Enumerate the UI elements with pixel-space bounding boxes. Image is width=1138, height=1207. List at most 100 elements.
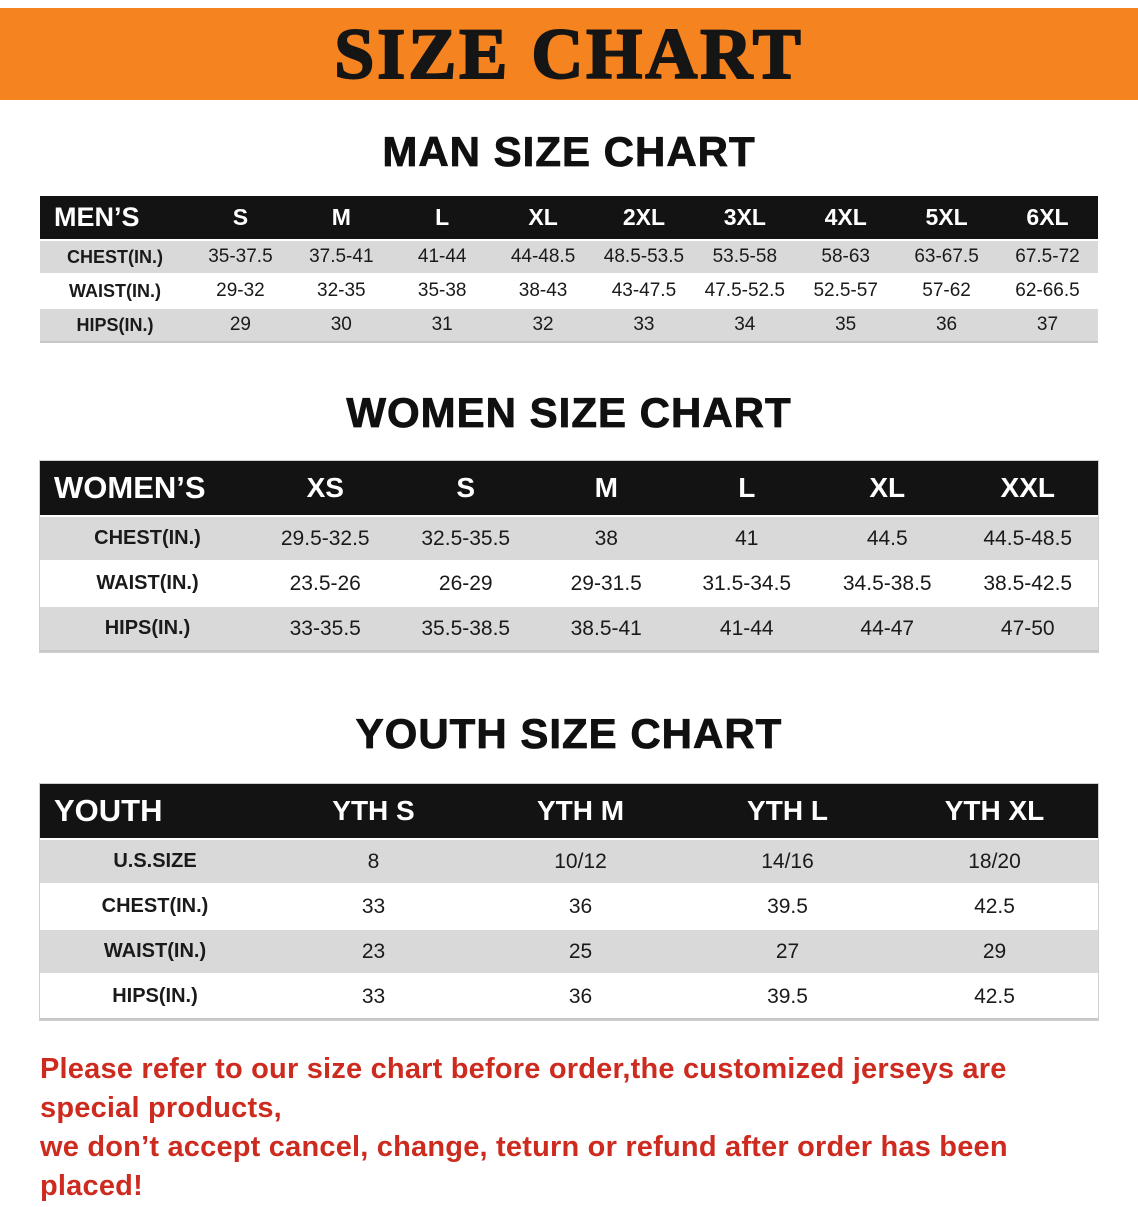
cell-value: 38.5-41	[570, 616, 642, 640]
cell-value: 8	[367, 849, 380, 873]
table-row: CHEST(IN.) 29.5-32.5 32.5-35.5 38 41 44.5 44.5…	[40, 516, 1098, 561]
column-header: XL	[869, 472, 906, 503]
cell-value: 32.5-35.5	[421, 526, 511, 550]
cell-value: 47-50	[1000, 616, 1055, 640]
table-label: YOUTH	[54, 793, 163, 828]
column-header: 3XL	[723, 204, 766, 230]
column-header: 4XL	[824, 204, 867, 230]
column-header: 5XL	[925, 204, 968, 230]
row-label: HIPS(IN.)	[104, 617, 191, 639]
cell-value: 34	[734, 314, 756, 335]
cell-value: 29-32	[216, 280, 265, 301]
cell-value: 62-66.5	[1015, 280, 1080, 301]
cell-value: 35.5-38.5	[421, 616, 511, 640]
header-row: WOMEN’S XS S M L XL XXL	[40, 461, 1098, 516]
header-row: YOUTH YTH S YTH M YTH L YTH XL	[40, 784, 1098, 839]
cell-value: 29-31.5	[570, 571, 642, 595]
table-label: MEN’S	[54, 202, 140, 232]
cell-value: 32-35	[317, 280, 366, 301]
footer-disclaimer: Please refer to our size chart before or…	[0, 1050, 1138, 1207]
footer-disclaimer-line2: we don’t accept cancel, change, teturn o…	[40, 1131, 1008, 1203]
row-label: WAIST(IN.)	[96, 572, 199, 594]
column-header: 2XL	[622, 204, 666, 230]
cell-value: 67.5-72	[1015, 246, 1080, 267]
row-label: CHEST(IN.)	[101, 895, 209, 917]
cell-value: 25	[568, 939, 593, 963]
column-header: M	[331, 204, 351, 230]
youth-size-table: YOUTH YTH S YTH M YTH L YTH XL U.S.SIZE 8 10/12…	[39, 783, 1099, 1021]
row-label: HIPS(IN.)	[112, 985, 198, 1007]
cell-value: 39.5	[767, 894, 808, 918]
table-row: CHEST(IN.) 33 36 39.5 42.5	[40, 884, 1098, 929]
cell-value: 33-35.5	[289, 616, 361, 640]
cell-value: 44-48.5	[510, 246, 576, 267]
footer-disclaimer-line1: Please refer to our size chart before or…	[40, 1053, 1007, 1125]
cell-value: 33	[361, 894, 386, 918]
cell-value: 31.5-34.5	[702, 571, 792, 595]
cell-value: 33	[633, 314, 655, 335]
cell-value: 29.5-32.5	[280, 526, 370, 550]
column-header: M	[594, 472, 618, 503]
women-section-title: WOMEN SIZE CHART	[346, 389, 792, 437]
cell-value: 38.5-42.5	[983, 571, 1073, 595]
column-header: YTH S	[332, 795, 415, 826]
men-section-title: MAN SIZE CHART	[382, 128, 756, 176]
table-row: WAIST(IN.) 29-32 32-35 35-38 38-43 43-47.5 47.…	[40, 274, 1098, 308]
cell-value: 44.5	[866, 526, 908, 550]
cell-value: 31	[431, 314, 453, 335]
cell-value: 35-38	[417, 280, 467, 301]
cell-value: 10/12	[554, 849, 607, 873]
cell-value: 39.5	[767, 984, 808, 1008]
column-header: S	[232, 204, 249, 230]
men-section: MAN SIZE CHART MEN’S S M L XL 2XL 3XL 4XL 5XL 6XL…	[0, 128, 1138, 343]
row-label: WAIST(IN.)	[69, 280, 161, 301]
cell-value: 27	[775, 939, 800, 963]
column-header: XL	[528, 204, 558, 230]
table-row: HIPS(IN.) 33 36 39.5 42.5	[40, 974, 1098, 1019]
column-header: L	[738, 472, 756, 503]
cell-value: 30	[330, 314, 352, 335]
cell-value: 63-67.5	[914, 246, 979, 267]
cell-value: 58-63	[821, 246, 870, 267]
cell-value: 35	[835, 314, 857, 335]
cell-value: 37.5-41	[309, 246, 374, 267]
row-label: CHEST(IN.)	[94, 527, 201, 549]
table-row: HIPS(IN.) 33-35.5 35.5-38.5 38.5-41 41-44 44-…	[40, 606, 1098, 651]
cell-value: 44.5-48.5	[983, 526, 1073, 550]
cell-value: 57-62	[922, 280, 971, 301]
cell-value: 53.5-58	[712, 246, 778, 267]
cell-value: 29	[982, 939, 1007, 963]
cell-value: 44-47	[860, 616, 915, 640]
row-label: WAIST(IN.)	[103, 940, 207, 962]
banner: SIZE CHART	[0, 8, 1138, 100]
cell-value: 52.5-57	[813, 280, 878, 301]
cell-value: 36	[568, 894, 593, 918]
column-header: S	[456, 472, 476, 503]
youth-section: YOUTH SIZE CHART YOUTH YTH S YTH M YTH L YTH…	[0, 710, 1138, 1021]
column-header: XS	[306, 472, 344, 503]
cell-value: 36	[568, 984, 593, 1008]
cell-value: 42.5	[974, 984, 1015, 1008]
column-header: YTH M	[536, 795, 625, 826]
cell-value: 35-37.5	[208, 246, 273, 267]
cell-value: 33	[361, 984, 386, 1008]
table-label: WOMEN’S	[54, 470, 206, 505]
cell-value: 14/16	[761, 849, 814, 873]
cell-value: 42.5	[974, 894, 1015, 918]
men-size-table: MEN’S S M L XL 2XL 3XL 4XL 5XL 6XL CHEST(IN.) 35-37…	[40, 196, 1098, 343]
cell-value: 26-29	[438, 571, 493, 595]
cell-value: 37	[1036, 314, 1059, 335]
women-size-table: WOMEN’S XS S M L XL XXL CHEST(IN.) 29.5-32.5 32.5…	[39, 460, 1099, 653]
cell-value: 47.5-52.5	[704, 280, 785, 301]
cell-value: 41	[735, 526, 759, 550]
cell-value: 23.5-26	[289, 571, 361, 595]
cell-value: 41-44	[719, 616, 774, 640]
cell-value: 41-44	[417, 246, 467, 267]
cell-value: 34.5-38.5	[842, 571, 932, 595]
cell-value: 48.5-53.5	[603, 246, 685, 267]
youth-section-title: YOUTH SIZE CHART	[355, 710, 783, 758]
cell-value: 38	[594, 526, 618, 550]
women-section: WOMEN SIZE CHART WOMEN’S XS S M L XL XXL CHEST(…	[0, 389, 1138, 653]
table-row: CHEST(IN.) 35-37.5 37.5-41 41-44 44-48.5 48.5…	[40, 240, 1098, 274]
header-row: MEN’S S M L XL 2XL 3XL 4XL 5XL 6XL	[40, 196, 1098, 240]
